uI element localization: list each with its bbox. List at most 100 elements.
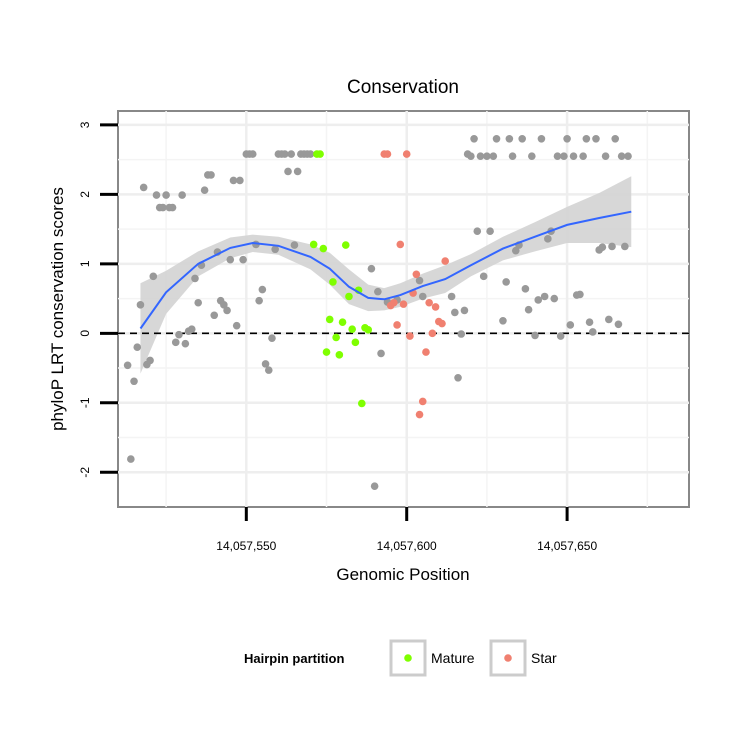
point-other: [473, 227, 482, 235]
point-other: [194, 298, 202, 307]
point-mature: [357, 399, 366, 408]
point-other: [136, 301, 145, 309]
point-other: [460, 306, 469, 315]
y-tick-label: 2: [78, 191, 92, 198]
point-other: [377, 349, 385, 358]
point-other: [566, 321, 575, 329]
point-other: [560, 152, 568, 160]
point-other: [479, 272, 488, 281]
y-tick-label: -1: [78, 397, 92, 408]
point-other: [159, 203, 167, 212]
point-mature: [332, 333, 340, 342]
point-other: [175, 330, 183, 339]
point-other: [601, 152, 610, 160]
y-tick-label: 3: [78, 121, 92, 128]
point-star: [422, 348, 430, 356]
point-mature: [345, 292, 353, 301]
point-other: [457, 330, 466, 338]
point-other: [540, 292, 549, 301]
point-other: [447, 292, 456, 301]
point-other: [608, 242, 616, 251]
point-other: [220, 301, 228, 309]
point-mature: [316, 150, 324, 158]
point-mature: [325, 315, 334, 324]
point-other: [374, 287, 382, 296]
point-other: [451, 308, 459, 317]
point-other: [127, 455, 135, 463]
legend-label-star: Star: [531, 650, 557, 666]
point-other: [524, 305, 533, 314]
point-mature: [322, 348, 331, 356]
point-other: [187, 325, 196, 333]
point-other: [476, 152, 485, 160]
point-other: [248, 150, 257, 158]
point-star: [402, 150, 411, 158]
point-other: [287, 150, 296, 158]
y-tick-label: -2: [78, 467, 92, 478]
legend-key-star: [489, 639, 527, 677]
legend-dot-mature: [404, 654, 412, 662]
point-other: [508, 152, 517, 160]
point-other: [200, 186, 209, 194]
point-star: [383, 150, 392, 158]
point-other: [582, 134, 591, 143]
point-other: [585, 318, 594, 327]
point-other: [470, 134, 478, 143]
point-other: [614, 320, 623, 329]
point-other: [483, 152, 491, 160]
point-other: [418, 292, 427, 301]
point-other: [588, 328, 597, 336]
point-other: [149, 272, 158, 281]
point-other: [281, 150, 289, 158]
point-other: [467, 152, 475, 160]
point-star: [406, 332, 414, 340]
point-other: [556, 332, 565, 340]
point-other: [454, 373, 462, 382]
point-mature: [351, 338, 360, 347]
point-other: [258, 285, 267, 294]
point-other: [191, 274, 199, 283]
point-other: [511, 246, 520, 255]
point-other: [370, 482, 379, 490]
point-other: [367, 264, 376, 273]
point-other: [236, 176, 244, 185]
point-other: [492, 134, 501, 143]
point-other: [611, 134, 620, 143]
point-other: [579, 152, 587, 160]
point-star: [390, 298, 398, 307]
point-mature: [348, 325, 356, 333]
point-other: [617, 152, 626, 160]
point-other: [605, 315, 613, 324]
point-other: [171, 338, 180, 347]
point-other: [537, 134, 546, 143]
plot-panel: [117, 110, 690, 508]
point-other: [531, 331, 539, 340]
point-mature: [335, 351, 344, 359]
point-other: [223, 306, 231, 315]
point-other: [415, 276, 424, 285]
point-other: [505, 134, 514, 143]
point-other: [130, 377, 138, 386]
point-star: [441, 257, 450, 265]
point-other: [264, 366, 273, 374]
point-other: [499, 317, 507, 325]
y-tick-label: 1: [78, 260, 92, 267]
loess-smooth-line: [139, 210, 632, 330]
point-star: [412, 270, 421, 279]
point-other: [486, 227, 494, 235]
point-other: [284, 167, 292, 176]
point-star: [431, 303, 440, 311]
point-other: [210, 311, 219, 320]
point-other: [207, 171, 215, 179]
point-other: [569, 152, 578, 160]
legend-dot-star: [504, 654, 512, 662]
point-other: [290, 241, 299, 249]
point-other: [621, 242, 629, 251]
point-other: [521, 285, 530, 293]
point-other: [598, 243, 607, 251]
point-other: [489, 152, 498, 160]
point-other: [563, 134, 571, 143]
point-other: [293, 167, 302, 176]
point-star: [425, 298, 433, 307]
